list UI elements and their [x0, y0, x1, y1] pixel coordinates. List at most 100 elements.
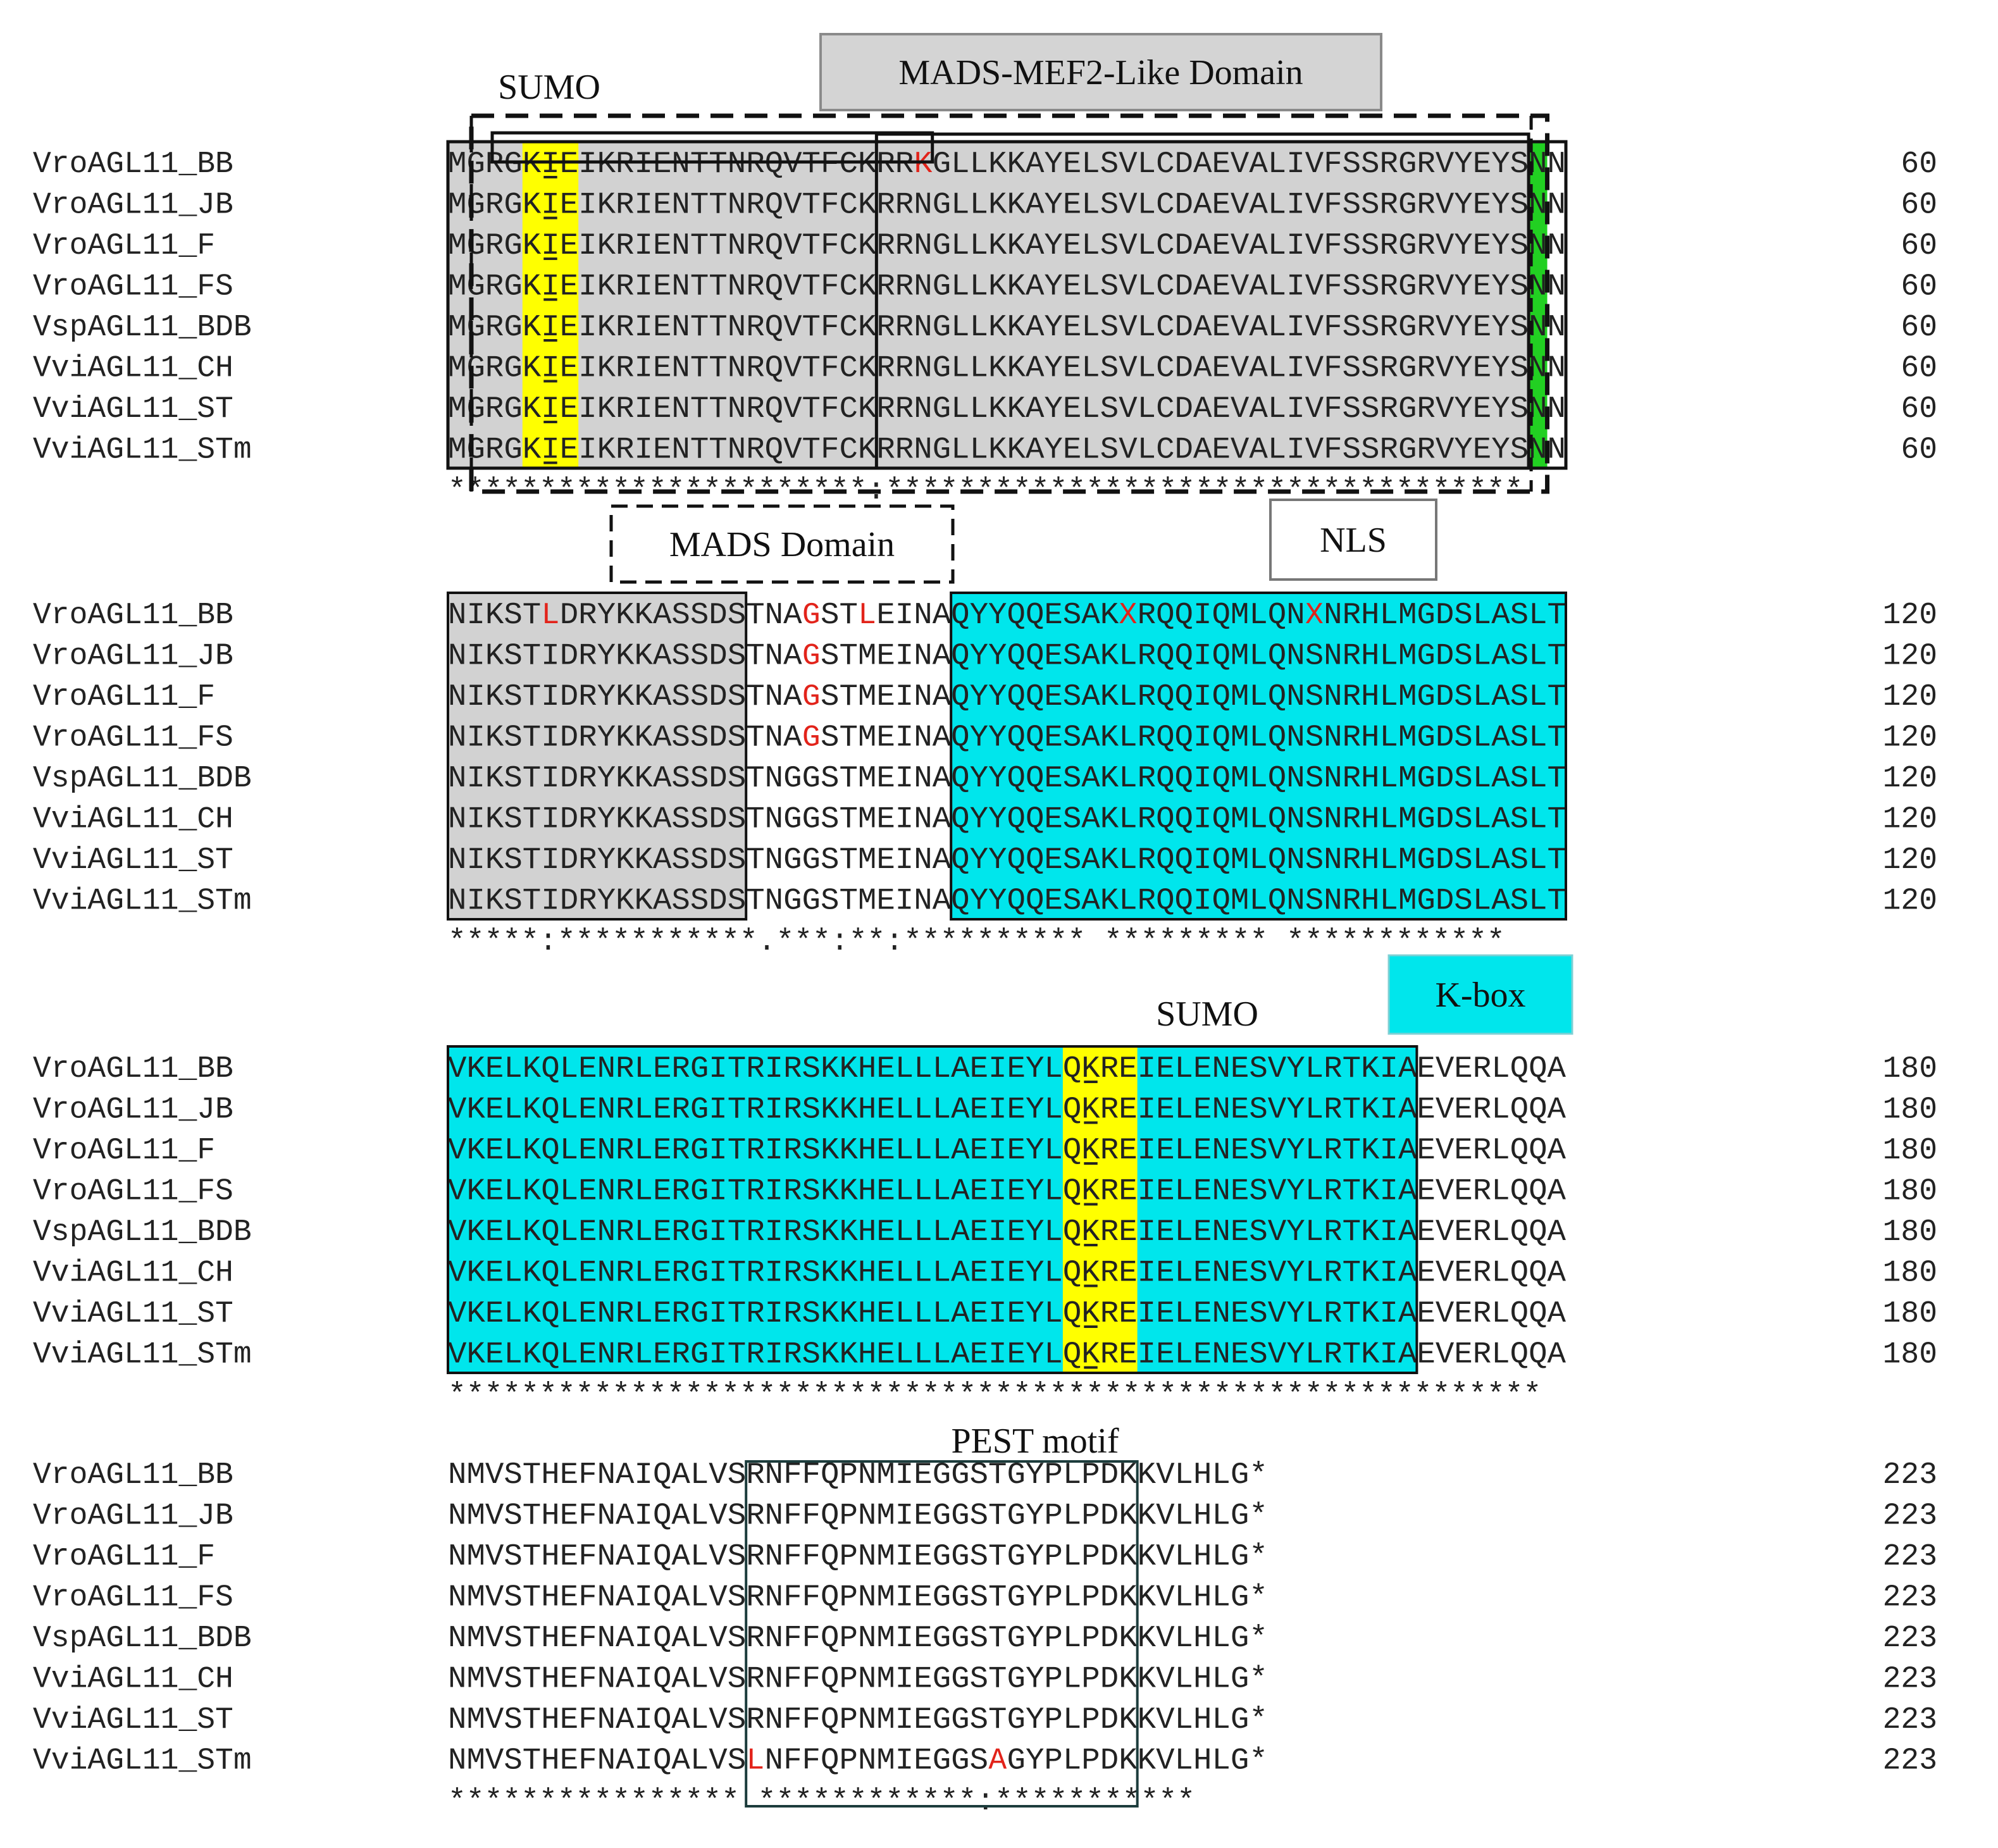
residue-position: 223 [1883, 1744, 1937, 1778]
consensus-line: ****************************************… [448, 1379, 1541, 1413]
sumo-label-mid: SUMO [1156, 995, 1258, 1034]
sequence-name: VroAGL11_JB [33, 1093, 233, 1127]
residue-position: 60 [1901, 311, 1937, 345]
sequence-residues: NIKSTIDRYKKASSDSTNAGSTMEINAQYYQQESAKLRQQ… [448, 680, 1566, 714]
substitution-mask [857, 597, 877, 633]
sequence-name: VroAGL11_FS [33, 1175, 233, 1209]
sequence-residues: NIKSTIDRYKKASSDSTNAGSTMEINAQYYQQESAKLRQQ… [448, 721, 1566, 755]
residue-position: 60 [1901, 392, 1937, 426]
residue-position: 120 [1883, 803, 1937, 837]
residue-position: 60 [1901, 433, 1937, 468]
sequence-residues: NIKSTIDRYKKASSDSTNGGSTMEINAQYYQQESAKLRQQ… [448, 884, 1566, 919]
substitution-mask [746, 1742, 765, 1778]
residue-position: 223 [1883, 1622, 1937, 1656]
sequence-residues: NIKSTIDRYKKASSDSTNAGSTMEINAQYYQQESAKLRQQ… [448, 640, 1566, 674]
sequence-name: VroAGL11_BB [33, 1052, 233, 1086]
sequence-residues: NIKSTLDRYKKASSDSTNAGSTLEINAQYYQQESAKXRQQ… [448, 598, 1566, 633]
sequence-residues: VKELKQLENRLERGITRIRSKKHELLLAEIEYLQKREIEL… [448, 1215, 1566, 1250]
sequence-residues: VKELKQLENRLERGITRIRSKKHELLLAEIEYLQKREIEL… [448, 1256, 1566, 1291]
block1-highlight-gray [448, 142, 1529, 468]
sumo-site-frame [490, 131, 934, 164]
kbox-frame [447, 1045, 1418, 1374]
sequence-residues: MGRGKIEIKRIENTTNRQVTFCKRRNGLLKKAYELSVLCD… [448, 189, 1566, 223]
sequence-name: VspAGL11_BDB [33, 1622, 252, 1656]
sequence-name: VviAGL11_CH [33, 803, 233, 837]
sequence-name: VviAGL11_CH [33, 352, 233, 386]
sequence-residues: NMVSTHEFNAIQALVSRNFFQPNMIEGGSTGYPLPDKKVL… [448, 1663, 1268, 1697]
substitution-residue: G [802, 598, 821, 633]
substitution-residue: G [802, 680, 821, 714]
mads-tail-frame [447, 592, 748, 921]
residue-position: 180 [1883, 1093, 1937, 1127]
block1-highlight-yellow [522, 142, 579, 468]
mads-mef2-label-box [819, 33, 1382, 111]
substitution-residue: X [1305, 598, 1324, 633]
sequence-residues: MGRGKIEIKRIENTTNRQVTFCKRRKGLLKKAYELSVLCD… [448, 147, 1566, 182]
sequence-residues: MGRGKIEIKRIENTTNRQVTFCKRRNGLLKKAYELSVLCD… [448, 229, 1566, 263]
sequence-residues: VKELKQLENRLERGITRIRSKKHELLLAEIEYLQKREIEL… [448, 1093, 1566, 1127]
residue-position: 223 [1883, 1581, 1937, 1615]
sequence-name: VroAGL11_JB [33, 1499, 233, 1534]
sequence-name: VviAGL11_ST [33, 1297, 233, 1331]
sequence-residues: VKELKQLENRLERGITRIRSKKHELLLAEIEYLQKREIEL… [448, 1338, 1566, 1372]
sequence-residues: NMVSTHEFNAIQALVSRNFFQPNMIEGGSTGYPLPDKKVL… [448, 1581, 1268, 1615]
residue-position: 120 [1883, 680, 1937, 714]
kbox-label-box [1387, 954, 1573, 1035]
residue-position: 180 [1883, 1215, 1937, 1250]
sequence-residues: VKELKQLENRLERGITRIRSKKHELLLAEIEYLQKREIEL… [448, 1134, 1566, 1168]
nls-label-box [1269, 499, 1437, 581]
nls-region-frame [874, 132, 1530, 470]
kbox-label: K-box [1435, 976, 1525, 1015]
sequence-name: VroAGL11_FS [33, 1581, 233, 1615]
residue-position: 60 [1901, 352, 1937, 386]
sequence-name: VviAGL11_ST [33, 843, 233, 877]
residue-position: 120 [1883, 843, 1937, 877]
substitution-mask [1305, 597, 1324, 633]
sequence-residues: NMVSTHEFNAIQALVSRNFFQPNMIEGGSTGYPLPDKKVL… [448, 1458, 1268, 1492]
sequence-name: VviAGL11_CH [33, 1663, 233, 1697]
substitution-mask [1119, 597, 1138, 633]
sequence-residues: NIKSTIDRYKKASSDSTNGGSTMEINAQYYQQESAKLRQQ… [448, 843, 1566, 877]
substitution-mask [988, 1742, 1007, 1778]
sequence-name: VroAGL11_FS [33, 721, 233, 755]
substitution-residue: L [747, 1744, 765, 1778]
residue-position: 120 [1883, 640, 1937, 674]
sequence-residues: MGRGKIEIKRIENTTNRQVTFCKRRNGLLKKAYELSVLCD… [448, 433, 1566, 468]
substitution-residue: K [914, 147, 933, 182]
sequence-name: VroAGL11_BB [33, 598, 233, 633]
residue-position: 60 [1901, 147, 1937, 182]
sequence-residues: NMVSTHEFNAIQALVSRNFFQPNMIEGGSTGYPLPDKKVL… [448, 1499, 1268, 1534]
sequence-residues: NMVSTHEFNAIQALVSRNFFQPNMIEGGSTGYPLPDKKVL… [448, 1540, 1268, 1574]
residue-position: 120 [1883, 721, 1937, 755]
residue-position: 180 [1883, 1052, 1937, 1086]
sequence-name: VviAGL11_STm [33, 1744, 252, 1778]
residue-position: 223 [1883, 1540, 1937, 1574]
sequence-name: VspAGL11_BDB [33, 311, 252, 345]
sequence-residues: MGRGKIEIKRIENTTNRQVTFCKRRNGLLKKAYELSVLCD… [448, 311, 1566, 345]
consensus-line: **************** ************:**********… [448, 1785, 1195, 1819]
substitution-residue: A [988, 1744, 1007, 1778]
block2-highlight-cyan [951, 593, 1566, 919]
substitution-residue: L [858, 598, 876, 633]
sequence-name: VroAGL11_JB [33, 189, 233, 223]
sequence-name: VroAGL11_F [33, 1540, 215, 1574]
sequence-residues: VKELKQLENRLERGITRIRSKKHELLLAEIEYLQKREIEL… [448, 1052, 1566, 1086]
sequence-name: VviAGL11_ST [33, 1703, 233, 1737]
substitution-mask [541, 597, 560, 633]
residue-position: 60 [1901, 270, 1937, 304]
residue-position: 180 [1883, 1175, 1937, 1209]
sequence-name: VspAGL11_BDB [33, 762, 252, 796]
mads-domain-label: MADS Domain [669, 525, 895, 564]
residue-position: 180 [1883, 1134, 1937, 1168]
kbox-start-frame [950, 592, 1567, 921]
sequence-residues: MGRGKIEIKRIENTTNRQVTFCKRRNGLLKKAYELSVLCD… [448, 352, 1566, 386]
sequence-name: VviAGL11_STm [33, 433, 252, 468]
sequence-residues: NMVSTHEFNAIQALVSRNFFQPNMIEGGSTGYPLPDKKVL… [448, 1622, 1268, 1656]
sequence-name: VroAGL11_BB [33, 147, 233, 182]
residue-position: 180 [1883, 1297, 1937, 1331]
sequence-residues: NMVSTHEFNAIQALVSLNFFQPNMIEGGSAGYPLPDKKVL… [448, 1744, 1268, 1778]
substitution-residue: L [542, 598, 560, 633]
sequence-name: VviAGL11_STm [33, 1338, 252, 1372]
sequence-name: VspAGL11_BDB [33, 1215, 252, 1250]
